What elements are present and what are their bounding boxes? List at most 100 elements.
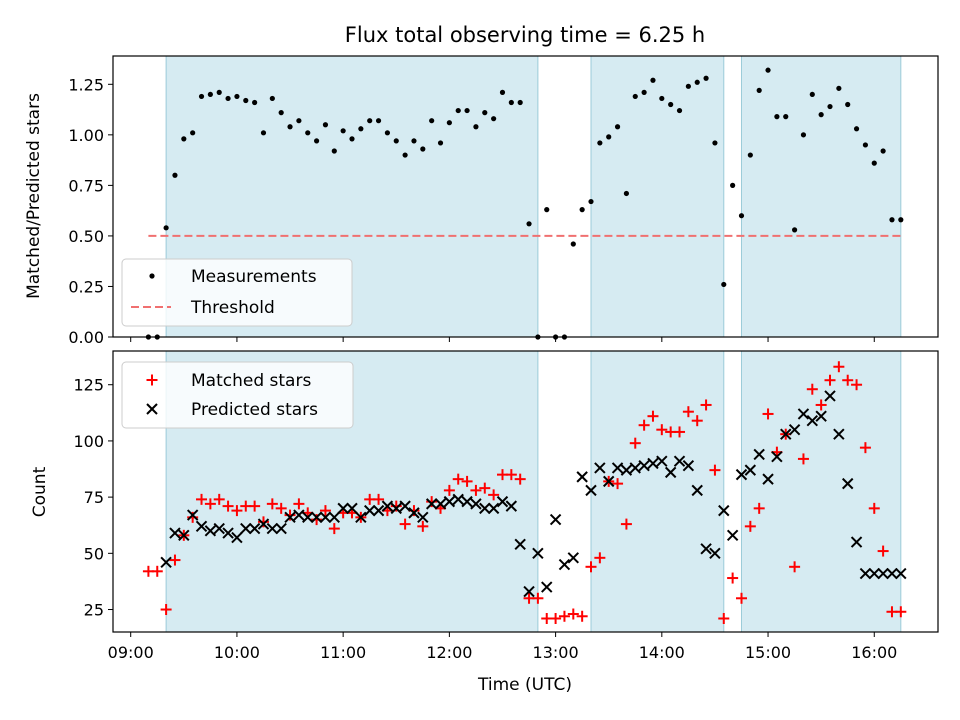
marker-stroke xyxy=(726,529,739,542)
marker-stroke xyxy=(452,493,464,506)
measurement-point xyxy=(367,118,373,124)
matched-star-point xyxy=(868,502,880,514)
measurement-point xyxy=(384,130,391,136)
marker-stroke xyxy=(319,511,332,524)
marker-stroke xyxy=(567,552,580,564)
top-shaded-intervals xyxy=(165,55,902,338)
predicted-star-point xyxy=(213,522,225,535)
measurement-point xyxy=(526,221,532,227)
measurement-point xyxy=(898,217,904,223)
predicted-star-point xyxy=(726,529,739,542)
marker-stroke xyxy=(691,484,703,497)
measurement-point xyxy=(747,152,753,158)
marker-stroke xyxy=(611,462,624,474)
measurement-point xyxy=(473,124,479,130)
measurement-point xyxy=(243,97,249,104)
predicted-star-point xyxy=(735,468,748,481)
matched-star-point xyxy=(762,408,774,420)
predicted-star-point xyxy=(434,498,447,510)
shaded-interval-2 xyxy=(590,350,725,633)
matched-star-point xyxy=(479,482,491,494)
predicted-star-point xyxy=(895,567,907,580)
legend-label-measurements: Measurements xyxy=(191,267,317,287)
measurement-point xyxy=(207,91,213,98)
predicted-star-point xyxy=(293,509,305,521)
matched-star-point xyxy=(806,383,818,395)
legend-matched-marker xyxy=(146,374,158,386)
measurement-point xyxy=(614,124,621,130)
measurement-point xyxy=(694,79,700,85)
y-tick-label: 50 xyxy=(84,544,104,563)
predicted-star-point xyxy=(169,527,181,539)
predicted-star-point xyxy=(629,462,641,474)
measurement-point xyxy=(198,93,205,100)
measurement-point xyxy=(225,95,231,102)
matched-star-point xyxy=(452,473,464,485)
predicted-star-point xyxy=(479,502,491,515)
measurement-point xyxy=(455,107,461,114)
predicted-star-point xyxy=(417,511,429,524)
x-tick-label: 11:00 xyxy=(320,643,366,662)
measurement-point xyxy=(721,281,727,288)
predicted-star-point xyxy=(824,390,836,402)
marker-stroke xyxy=(408,507,420,519)
matched-star-point xyxy=(293,498,305,510)
predicted-star-point xyxy=(178,529,190,542)
marker-stroke xyxy=(505,500,518,512)
measurement-point xyxy=(809,91,815,98)
predicted-star-point xyxy=(842,477,854,490)
predicted-star-point xyxy=(541,581,553,593)
marker-stroke xyxy=(381,500,394,512)
measurement-point xyxy=(349,136,355,142)
matched-star-point xyxy=(461,475,473,487)
measurement-point xyxy=(845,101,851,108)
top-y-axis-label: Matched/Predicted stars xyxy=(24,93,44,299)
predicted-star-point xyxy=(682,459,695,472)
matched-star-point xyxy=(753,502,765,514)
matched-star-point xyxy=(169,554,181,566)
matched-star-point xyxy=(895,606,907,618)
shaded-interval-2 xyxy=(590,55,725,338)
predicted-star-point xyxy=(576,471,588,483)
marker-stroke xyxy=(257,518,270,530)
marker-stroke xyxy=(346,502,358,515)
marker-stroke xyxy=(417,511,429,524)
marker-stroke xyxy=(673,455,686,467)
predicted-star-point xyxy=(266,522,279,535)
matched-star-point xyxy=(824,374,836,386)
predicted-star-point xyxy=(328,511,341,524)
matched-star-point xyxy=(744,520,756,532)
measurement-point xyxy=(650,77,656,83)
measurement-point xyxy=(570,241,576,247)
y-tick-label: 1.25 xyxy=(68,75,104,94)
marker-stroke xyxy=(886,567,898,580)
y-tick-label: 0.25 xyxy=(68,277,104,296)
predicted-star-point xyxy=(363,504,376,517)
measurement-point xyxy=(375,118,382,124)
measurement-point xyxy=(862,142,869,148)
marker-stroke xyxy=(496,495,509,508)
predicted-star-point xyxy=(275,522,287,535)
measurement-point xyxy=(358,126,364,132)
matched-star-point xyxy=(417,520,429,532)
marker-stroke xyxy=(532,547,544,560)
predicted-star-point xyxy=(868,567,880,580)
marker-stroke xyxy=(399,500,411,512)
legend-box xyxy=(121,361,354,429)
predicted-star-point xyxy=(452,493,464,506)
marker-stroke xyxy=(302,511,314,524)
predicted-star-point xyxy=(381,500,394,512)
matched-star-point xyxy=(257,516,269,528)
marker-stroke xyxy=(390,502,402,515)
marker-stroke xyxy=(434,498,447,510)
marker-stroke xyxy=(877,567,889,580)
matched-star-point xyxy=(550,613,562,625)
predicted-star-point xyxy=(877,567,889,580)
matched-star-point xyxy=(833,361,845,373)
marker-stroke xyxy=(293,509,305,521)
y-tick-label: 100 xyxy=(73,432,104,451)
matched-star-point xyxy=(638,419,650,431)
measurement-point xyxy=(269,95,275,102)
predicted-star-point xyxy=(302,511,314,524)
